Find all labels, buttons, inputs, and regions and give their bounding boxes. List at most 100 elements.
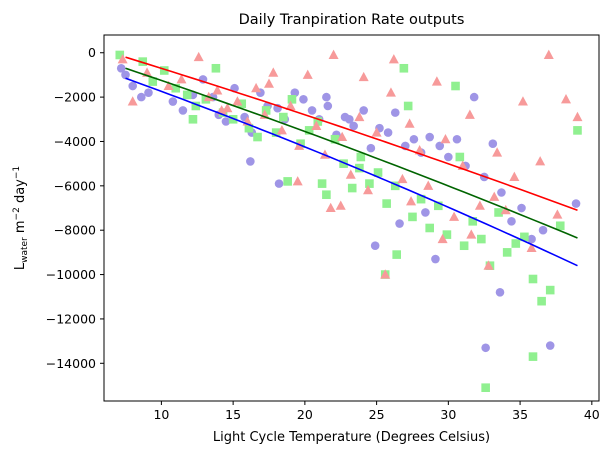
circle-point [488,139,498,148]
square-point [399,63,409,73]
x-tick-label: 10 [153,407,169,422]
square-point [390,181,400,191]
circle-point [144,88,153,97]
circle-point [452,134,462,144]
triangle-point [163,80,174,91]
triangle-point [337,131,348,142]
square-point [171,83,181,93]
y-tick-label: −8000 [54,223,96,238]
square-point [283,177,292,186]
square-point [355,163,364,173]
circle-point [323,101,333,111]
square-point [425,223,434,233]
square-point [365,179,374,188]
square-point [253,132,262,142]
square-point [182,90,192,100]
square-point [416,194,426,204]
triangle-point [543,49,554,59]
triangle-point [311,120,322,130]
square-point [392,250,401,259]
square-point [159,66,169,75]
triangle-point [404,118,415,128]
triangle-point [526,242,537,252]
square-point [356,152,366,162]
circle-point [444,152,453,162]
triangle-point [216,105,227,115]
square-point [148,77,158,86]
square-point [455,152,465,162]
square-point [244,123,254,133]
circle-point [349,121,358,131]
circle-point [299,95,308,104]
circle-point [168,97,178,106]
square-point [555,221,565,231]
circle-point [128,81,137,91]
square-point [481,383,490,392]
circle-point [137,92,146,102]
circle-point [246,157,255,166]
triangle-point [212,85,223,95]
square-point [313,117,323,126]
square-point [279,112,288,122]
square-point [339,159,348,168]
triangle-point [489,191,500,201]
square-point [211,63,221,73]
y-tick-label: −10000 [46,267,96,282]
y-tick-label: −14000 [46,356,96,371]
y-tick-label: 0 [88,45,96,60]
circle-point [481,343,490,353]
triangle-point [358,71,369,82]
square-point [408,212,417,222]
triangle-point [466,229,477,239]
square-point [237,99,247,109]
circle-point [359,106,368,115]
circle-point [221,117,231,126]
triangle-point [232,96,243,106]
circle-point [274,179,284,188]
triangle-point [335,200,346,210]
triangle-point [492,147,503,157]
circle-point [469,92,479,102]
triangle-point [406,196,417,206]
square-point [477,234,486,244]
circle-point [116,63,126,73]
triangle-point [222,102,233,113]
y-axis-title: Lwater m−2 day−1 [12,166,30,270]
square-point [573,126,582,135]
triangle-point [517,96,528,106]
circle-point [527,234,536,244]
square-point [304,126,314,135]
square-point [287,95,297,104]
triangle-point [464,109,475,119]
square-point [271,128,281,137]
trend-line [125,56,578,211]
square-point [322,190,331,200]
square-point [468,217,478,226]
y-axis-title-main: L [13,262,28,270]
circle-point [421,208,430,217]
circle-point [395,219,404,228]
triangle-point [449,211,460,221]
square-point [191,101,201,111]
triangle-point [345,169,356,179]
circle-point [425,132,434,142]
triangle-point [276,125,287,135]
square-point [528,352,538,361]
square-point [261,106,271,115]
triangle-point [414,145,425,155]
x-tick-label: 30 [440,407,456,422]
triangle-point [363,184,373,195]
circle-point [538,225,548,235]
square-point [317,179,327,188]
triangle-point [380,269,391,279]
triangle-point [440,133,451,144]
y-axis: 0 −2000 −4000 −6000 −8000 −10000 −12000 −14000 [46,45,104,371]
triangle-point [423,180,434,190]
x-axis: 10 15 20 25 30 35 40 [153,401,600,422]
triangle-point [535,156,546,166]
triangle-point [431,76,442,86]
triangle-point [325,202,336,213]
square-point [382,199,391,208]
circle-point [497,188,506,197]
circle-point [435,141,445,151]
